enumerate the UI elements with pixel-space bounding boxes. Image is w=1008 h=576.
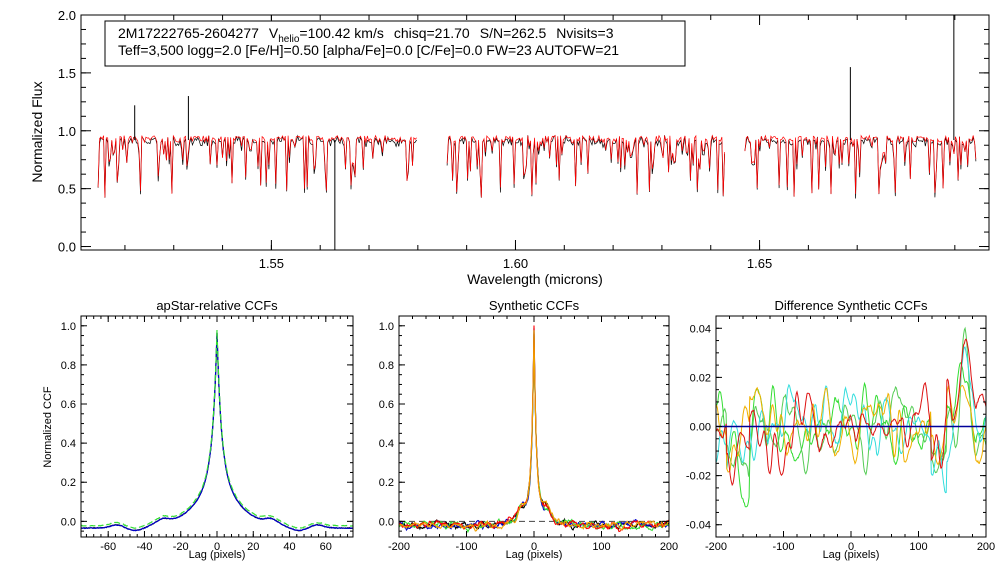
difference-ccf-series-group: [716, 326, 986, 508]
synthetic-ccf-panel: -200 -100 0 100 200 0.0 0.2 0.4 0.6 0.8 1.0 Synthe…: [379, 298, 678, 561]
y-tick-label: 0.0: [58, 240, 76, 255]
x-tick-label: 0: [214, 541, 220, 553]
synthetic-ccf-series-group: [399, 325, 669, 534]
y-tick-label: 0.0: [379, 516, 394, 528]
difference-ccf-series-1: [716, 362, 986, 508]
x-tick-label: 1.60: [503, 256, 528, 271]
difference-ccf-ticks: -200 -100 0 100 200 -0.04 -0.02 0.00 0.02 0.04: [686, 315, 995, 553]
header-line-1: 2M17222765-2604277 Vhelio=100.42 km/s chis…: [118, 25, 614, 45]
x-tick-label: 60: [320, 541, 332, 553]
y-tick-label: 0.4: [61, 438, 76, 450]
synthetic-ccf-lines: [399, 325, 669, 534]
spectrum-xlabel: Wavelength (microns): [467, 271, 603, 287]
difference-ccf-series-4: [716, 384, 986, 473]
y-tick-label: 0.8: [379, 360, 394, 372]
apstar-ccf-ylabel: Normalized CCF: [42, 386, 54, 468]
apstar-ccf-title: apStar-relative CCFs: [156, 298, 278, 313]
x-tick-label: -200: [388, 541, 410, 553]
spectrum-ylabel: Normalized Flux: [29, 81, 45, 182]
spectrum-axes-frame: [80, 14, 990, 251]
spectrum-series-group: [97, 15, 977, 250]
difference-ccf-lines: [716, 326, 986, 508]
y-tick-label: 0.5: [58, 182, 76, 197]
vhelio-value: =100.42 km/s: [299, 25, 383, 41]
y-tick-label: 2.0: [58, 8, 76, 23]
x-tick-label: 100: [592, 541, 610, 553]
synthetic-spectrum-chip-3: [744, 134, 977, 197]
y-tick-label: 0.2: [379, 477, 394, 489]
y-tick-label: 1.0: [61, 321, 76, 333]
y-tick-label: 0.00: [690, 422, 711, 434]
x-tick-label: 20: [247, 541, 259, 553]
vhelio-prefix: V: [269, 25, 279, 41]
difference-ccf-series-5: [716, 338, 986, 487]
difference-ccf-xlabel: Lag (pixels): [823, 549, 880, 561]
y-tick-label: 1.0: [58, 124, 76, 139]
spectrum-lines: [97, 15, 977, 250]
x-tick-label: 100: [909, 541, 927, 553]
synthetic-ccf-series-4: [399, 325, 669, 533]
star-id: 2M17222765-2604277: [118, 25, 259, 41]
x-tick-label: -100: [772, 541, 794, 553]
chisq-value: chisq=21.70: [394, 25, 470, 41]
y-tick-label: 1.0: [379, 321, 394, 333]
x-tick-label: 1.55: [259, 256, 284, 271]
synthetic-spectrum-chip-1: [97, 134, 417, 198]
x-tick-label: 40: [283, 541, 295, 553]
difference-ccf-panel: -200 -100 0 100 200 -0.04 -0.02 0.00 0.02 0.04 Di…: [686, 298, 995, 561]
snr-value: S/N=262.5: [480, 25, 547, 41]
header-params: Teff=3,500 logg=2.0 [Fe/H]=0.50 [alpha/F…: [118, 42, 619, 58]
y-tick-label: 1.5: [58, 66, 76, 81]
apstar-ccf-xlabel: Lag (pixels): [189, 549, 246, 561]
apstar-ccf-series-group: [81, 329, 353, 532]
y-tick-label: 0.2: [61, 477, 76, 489]
synthetic-ccf-title: Synthetic CCFs: [489, 298, 580, 313]
synthetic-ccf-ticks: -200 -100 0 100 200 0.0 0.2 0.4 0.6 0.8 1.0: [379, 315, 678, 553]
x-tick-label: -20: [173, 541, 189, 553]
y-tick-label: 0.02: [690, 372, 711, 384]
y-tick-label: 0.04: [690, 323, 711, 335]
y-tick-label: 0.0: [61, 516, 76, 528]
y-tick-label: 0.6: [379, 399, 394, 411]
x-tick-label: 0: [531, 541, 537, 553]
vhelio-subscript: helio: [278, 34, 300, 45]
apstar-ccf-ticks: -60 -40 -20 0 20 40 60 0.0 0.2 0.4 0.6 0.8 1.0: [61, 315, 353, 553]
spectrum-ticks: 1.55 1.60 1.65 0.0 0.5 1.0 1.5 2.0: [58, 8, 989, 271]
x-tick-label: -40: [137, 541, 153, 553]
x-tick-label: -200: [705, 541, 727, 553]
y-tick-label: 0.8: [61, 360, 76, 372]
synthetic-ccf-xlabel: Lag (pixels): [506, 549, 563, 561]
synthetic-spectrum-chip-2: [446, 134, 725, 198]
x-tick-label: 1.65: [747, 256, 772, 271]
synthetic-ccf-series-5: [399, 330, 669, 532]
observed-spectrum-chip-1: [97, 134, 417, 198]
apstar-ccf-series-3: [81, 329, 353, 529]
header-box: [104, 20, 686, 67]
difference-ccf-title: Difference Synthetic CCFs: [775, 298, 928, 313]
y-tick-label: -0.04: [686, 520, 711, 532]
apstar-ccf-series-2: [81, 332, 353, 532]
x-tick-label: 200: [977, 541, 995, 553]
apstar-ccf-series-1: [81, 332, 353, 532]
spectrum-panel: 1.55 1.60 1.65 0.0 0.5 1.0 1.5 2.0 2M17222765-2…: [29, 8, 990, 287]
y-tick-label: -0.02: [686, 471, 711, 483]
difference-ccf-series-3: [716, 346, 986, 494]
x-tick-label: -60: [100, 541, 116, 553]
x-tick-label: -100: [455, 541, 477, 553]
apstar-ccf-panel: -60 -40 -20 0 20 40 60 0.0 0.2 0.4 0.6 0.8 1.0 apSta…: [42, 298, 354, 561]
y-tick-label: 0.4: [379, 438, 394, 450]
y-tick-label: 0.6: [61, 399, 76, 411]
x-tick-label: 0: [848, 541, 854, 553]
nvisits-value: Nvisits=3: [556, 25, 613, 41]
x-tick-label: 200: [660, 541, 678, 553]
apstar-ccf-lines: [81, 329, 353, 532]
